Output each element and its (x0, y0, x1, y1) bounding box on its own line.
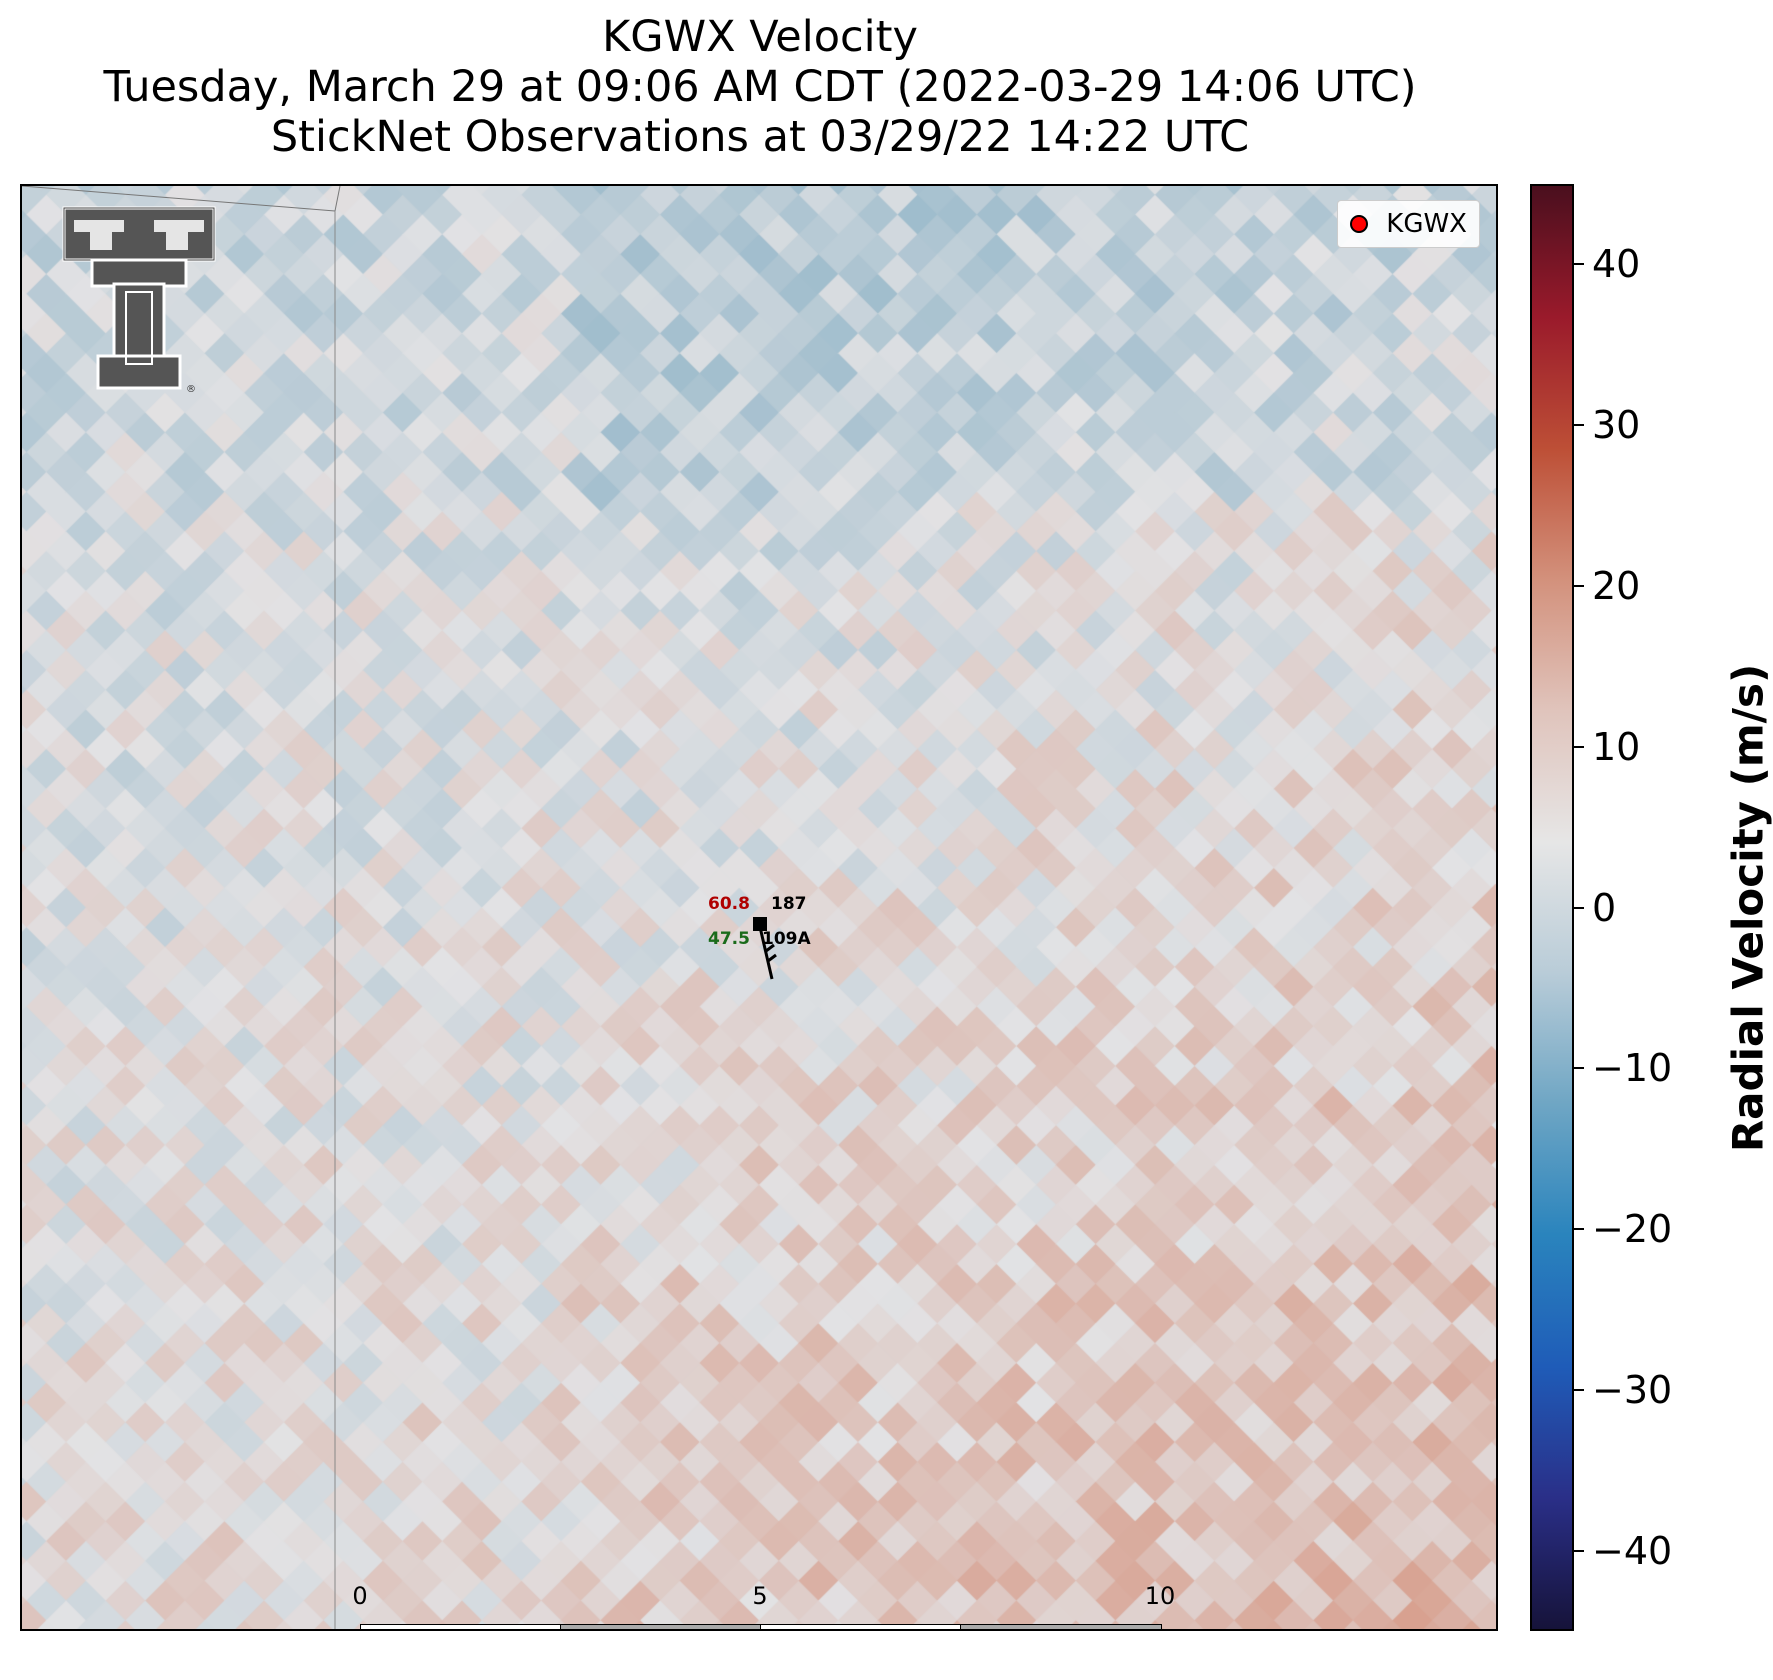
scale-label-5: 5 (752, 1582, 768, 1610)
colorbar-tick-label: −40 (1592, 1528, 1673, 1573)
scale-label-0: 0 (352, 1582, 368, 1610)
station-temperature: 60.8 (708, 894, 750, 914)
velocity-field (22, 186, 1496, 1629)
scale-bar: 0 5 10 km (352, 1582, 1175, 1629)
colorbar-tick-label: −20 (1592, 1207, 1673, 1252)
colorbar (1530, 184, 1574, 1631)
colorbar-tick-label: 40 (1592, 242, 1641, 287)
wind-barb-icon (758, 926, 777, 980)
colorbar-tick-mark (1574, 745, 1584, 748)
colorbar-tick-mark (1574, 1549, 1584, 1552)
colorbar-tick-label: 0 (1592, 885, 1617, 930)
scale-label-10: 10 (1144, 1582, 1176, 1610)
colorbar-tick-mark (1574, 584, 1584, 587)
station-id: 109A (762, 929, 811, 949)
colorbar-tick-label: −10 (1592, 1046, 1673, 1091)
station-pressure: 187 (771, 894, 807, 914)
title-line-1: KGWX Velocity (602, 12, 918, 62)
texas-tech-logo: ® (62, 206, 216, 395)
kgwx-radar-marker (1350, 215, 1369, 233)
colorbar-tick-mark (1574, 906, 1584, 909)
colorbar-tick-mark (1574, 424, 1584, 427)
colorbar-tick-label: 20 (1592, 563, 1641, 608)
county-boundary (22, 186, 341, 1629)
title-line-2: Tuesday, March 29 at 09:06 AM CDT (2022-… (103, 62, 1417, 112)
station-marker[interactable] (753, 917, 767, 931)
colorbar-tick-label: 10 (1592, 724, 1641, 769)
colorbar-tick-label: 30 (1592, 403, 1641, 448)
radar-map[interactable]: ® KGWX 60.8 187 47.5 109A 0 5 10 km (20, 184, 1498, 1631)
colorbar-tick-mark (1574, 1228, 1584, 1231)
svg-text:®: ® (186, 384, 196, 395)
colorbar-tick-mark (1574, 263, 1584, 266)
station-dewpoint: 47.5 (708, 929, 750, 949)
colorbar-tick-mark (1574, 1388, 1584, 1391)
colorbar-tick-mark (1574, 1067, 1584, 1070)
colorbar-tick-label: −30 (1592, 1367, 1673, 1412)
title-line-3: StickNet Observations at 03/29/22 14:22 … (270, 112, 1250, 162)
legend-label: KGWX (1386, 209, 1467, 239)
colorbar-title: Radial Velocity (m/s) (1723, 663, 1773, 1153)
map-legend: KGWX (1337, 200, 1480, 248)
